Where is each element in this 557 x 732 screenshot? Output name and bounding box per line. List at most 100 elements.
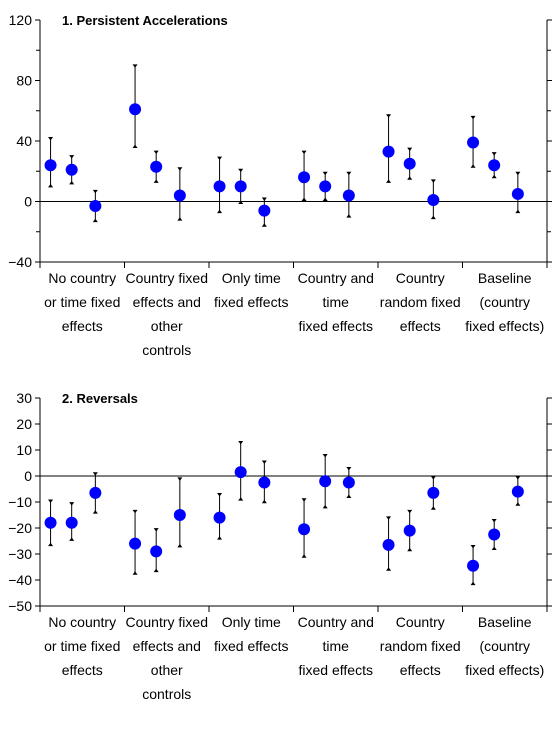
error-bar-cap-upper xyxy=(153,528,159,532)
error-bar-cap-lower xyxy=(386,567,392,571)
y-tick-label: 0 xyxy=(24,194,32,210)
error-bar-cap-lower xyxy=(132,144,138,149)
error-bar-cap-lower xyxy=(322,504,328,509)
error-bar-cap-upper xyxy=(407,509,413,514)
x-category-label-line: (country xyxy=(479,638,530,654)
error-bar-cap-lower xyxy=(386,179,392,183)
error-bar-cap-upper xyxy=(386,516,392,520)
error-bar-cap-upper xyxy=(153,150,159,155)
error-bar-cap-lower xyxy=(69,180,75,185)
error-bar-cap-lower xyxy=(92,510,98,514)
error-bar-cap-lower xyxy=(261,499,267,504)
error-bar-cap-upper xyxy=(177,167,183,171)
error-bar-cap-upper xyxy=(177,477,183,481)
y-tick-label: −20 xyxy=(8,520,32,536)
error-bar-cap-lower xyxy=(153,179,159,183)
x-category-label-line: effects and xyxy=(133,638,201,654)
error-bar-cap-upper xyxy=(407,147,413,152)
x-category-label-line: Only time xyxy=(222,270,281,286)
error-bar-cap-upper xyxy=(430,179,436,183)
error-bar-cap-lower xyxy=(238,200,244,204)
data-point xyxy=(467,136,480,149)
x-category-label-line: Country and xyxy=(298,614,374,630)
error-bar-cap-lower xyxy=(177,217,183,221)
x-category-label: No country or time fixed effects xyxy=(44,614,120,678)
error-bar-cap-upper xyxy=(261,197,267,201)
data-point xyxy=(298,171,311,184)
x-category-label-line: other xyxy=(151,662,183,678)
error-bar-cap-upper xyxy=(48,136,54,141)
x-category-label-line: fixed effects) xyxy=(465,662,544,678)
x-category-label: Country and time fixed effects xyxy=(298,270,374,334)
x-category-label-line: fixed effects) xyxy=(465,318,544,334)
data-point xyxy=(44,159,57,172)
x-category-label: Country fixed effects and other controls xyxy=(126,270,208,358)
x-category-label-line: Country fixed xyxy=(126,270,208,286)
error-bar-cap-upper xyxy=(217,156,223,161)
y-tick-label: 30 xyxy=(16,390,32,406)
x-category-label-line: (country xyxy=(479,294,530,310)
y-tick-label: 80 xyxy=(16,73,32,89)
x-category-label: Only time fixed effects xyxy=(214,270,288,310)
data-point xyxy=(488,159,501,172)
error-bar-cap-upper xyxy=(217,493,223,497)
data-point xyxy=(298,523,311,536)
x-category-label-line: other xyxy=(151,318,183,334)
error-bar-cap-lower xyxy=(430,506,436,510)
data-point xyxy=(467,559,480,572)
x-category-label-line: time xyxy=(323,294,350,310)
error-bar-cap-lower xyxy=(92,218,98,223)
data-point xyxy=(511,187,524,200)
x-category-label-line: or time fixed xyxy=(44,294,120,310)
error-bar-cap-lower xyxy=(407,547,413,552)
error-bar-cap-lower xyxy=(515,502,521,506)
error-bar-cap-upper xyxy=(470,115,476,120)
error-bar-cap-lower xyxy=(48,183,54,188)
data-point xyxy=(150,545,163,558)
x-category-label-line: effects and xyxy=(133,294,201,310)
y-tick-label: −10 xyxy=(8,494,32,510)
y-tick-label: 120 xyxy=(9,12,33,28)
error-bar-cap-lower xyxy=(177,543,183,548)
error-bar-cap-upper xyxy=(430,476,436,480)
x-category-label-line: or time fixed xyxy=(44,638,120,654)
data-point xyxy=(89,486,102,499)
error-bar-cap-upper xyxy=(92,189,98,194)
error-bar-cap-upper xyxy=(92,472,98,476)
chart-title: 1. Persistent Accelerations xyxy=(62,13,228,28)
data-point xyxy=(258,204,271,217)
data-point xyxy=(319,475,332,488)
data-point xyxy=(213,180,226,193)
x-category-label: Country fixed effects and other controls xyxy=(126,614,208,702)
error-bar-cap-lower xyxy=(238,497,244,501)
error-bar-cap-upper xyxy=(261,460,267,464)
error-bar-cap-lower xyxy=(322,197,328,201)
error-bar-cap-upper xyxy=(491,519,497,523)
data-point xyxy=(173,509,186,521)
data-point xyxy=(258,476,271,489)
data-point xyxy=(488,528,501,541)
x-category-label: Only time fixed effects xyxy=(214,614,288,654)
error-bar-cap-upper xyxy=(491,152,497,156)
error-bar-cap-upper xyxy=(132,509,138,514)
x-category-label-line: Country fixed xyxy=(126,614,208,630)
x-category-label-line: effects xyxy=(400,662,441,678)
error-bar-cap-upper xyxy=(48,499,54,503)
error-bar-cap-upper xyxy=(238,168,244,173)
error-bar-cap-upper xyxy=(470,545,476,549)
error-bar-cap-lower xyxy=(301,554,307,558)
x-category-label: Country and time fixed effects xyxy=(298,614,374,678)
y-tick-label: 40 xyxy=(16,133,32,149)
data-point xyxy=(65,163,78,176)
error-bar-cap-upper xyxy=(386,114,392,118)
x-category-label-line: random fixed xyxy=(380,638,461,654)
panel-reversals: −50 −40 −30 −20 −10 0 10 20 30 2. Reversals No cou… xyxy=(8,390,552,702)
y-tick-label: −40 xyxy=(8,572,32,588)
error-bar-cap-lower xyxy=(346,494,352,498)
x-category-label-line: Country xyxy=(396,614,445,630)
data-point xyxy=(129,537,142,550)
x-category-label-line: effects xyxy=(62,318,103,334)
error-bar-cap-upper xyxy=(69,155,75,159)
error-bar-cap-lower xyxy=(153,568,159,573)
y-tick-label: 20 xyxy=(16,416,32,432)
